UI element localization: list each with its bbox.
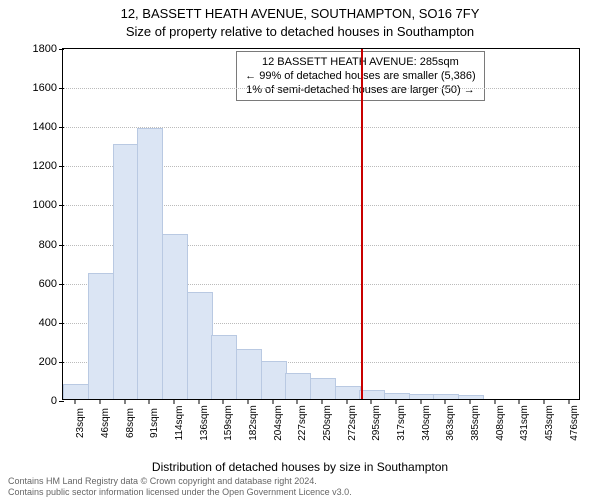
histogram-bar [458, 395, 484, 399]
histogram-bar [409, 394, 435, 399]
x-tick-mark [544, 399, 545, 404]
y-tick: 600 [39, 278, 63, 290]
x-tick-mark [198, 399, 199, 404]
y-tick: 800 [39, 239, 63, 251]
histogram-bar [187, 292, 213, 399]
property-marker-line [361, 49, 363, 399]
x-tick-mark [100, 399, 101, 404]
x-tick-mark [396, 399, 397, 404]
attribution-footer: Contains HM Land Registry data © Crown c… [8, 476, 352, 498]
histogram-bar [137, 128, 163, 399]
footer-line1: Contains HM Land Registry data © Crown c… [8, 476, 352, 487]
x-tick: 453sqm [544, 405, 555, 441]
x-tick: 182sqm [248, 405, 259, 441]
footer-line2: Contains public sector information licen… [8, 487, 352, 498]
x-tick: 46sqm [100, 408, 111, 438]
y-tick: 1000 [33, 199, 63, 211]
y-tick: 400 [39, 317, 63, 329]
x-tick-mark [346, 399, 347, 404]
x-tick: 385sqm [470, 405, 481, 441]
y-tick: 1800 [33, 43, 63, 55]
page-title-line1: 12, BASSETT HEATH AVENUE, SOUTHAMPTON, S… [0, 6, 600, 21]
x-tick-mark [322, 399, 323, 404]
y-tick: 1200 [33, 160, 63, 172]
histogram-bar [359, 390, 385, 399]
histogram-bar [261, 361, 287, 399]
x-tick-mark [470, 399, 471, 404]
x-tick-mark [568, 399, 569, 404]
x-tick: 317sqm [396, 405, 407, 441]
x-tick: 476sqm [569, 405, 580, 441]
x-tick: 68sqm [125, 408, 136, 438]
x-tick-mark [248, 399, 249, 404]
y-tick: 1400 [33, 121, 63, 133]
x-tick: 272sqm [347, 405, 358, 441]
x-tick-mark [272, 399, 273, 404]
x-tick-mark [519, 399, 520, 404]
x-tick: 23sqm [75, 408, 86, 438]
x-tick: 227sqm [297, 405, 308, 441]
y-tick: 0 [51, 395, 63, 407]
x-tick: 136sqm [199, 405, 210, 441]
x-tick: 91sqm [149, 408, 160, 438]
x-tick: 431sqm [519, 405, 530, 441]
x-tick-mark [371, 399, 372, 404]
chart-plot-area: 12 BASSETT HEATH AVENUE: 285sqm ← 99% of… [62, 48, 580, 400]
x-tick-mark [297, 399, 298, 404]
x-tick: 295sqm [371, 405, 382, 441]
y-tick: 1600 [33, 82, 63, 94]
histogram-bar [63, 384, 89, 399]
x-tick-mark [124, 399, 125, 404]
gridline-h [63, 88, 579, 89]
x-tick: 408sqm [495, 405, 506, 441]
x-axis-label: Distribution of detached houses by size … [0, 460, 600, 474]
x-tick: 363sqm [445, 405, 456, 441]
x-tick-mark [75, 399, 76, 404]
x-tick-mark [149, 399, 150, 404]
x-tick-mark [223, 399, 224, 404]
histogram-bar [335, 386, 361, 399]
x-tick: 114sqm [174, 406, 185, 441]
x-tick-mark [445, 399, 446, 404]
histogram-bar [113, 144, 139, 399]
x-tick-mark [174, 399, 175, 404]
histogram-bar [236, 349, 262, 399]
x-tick: 204sqm [273, 405, 284, 441]
page-title-line2: Size of property relative to detached ho… [0, 24, 600, 39]
histogram-bar [88, 273, 114, 399]
histogram-bar [162, 234, 188, 399]
histogram-bar [433, 394, 459, 399]
x-tick: 340sqm [421, 405, 432, 441]
x-tick-mark [420, 399, 421, 404]
histogram-bar [285, 373, 311, 399]
x-tick-mark [494, 399, 495, 404]
histogram-bar [384, 393, 410, 399]
x-tick: 159sqm [223, 405, 234, 441]
x-tick: 250sqm [322, 405, 333, 441]
histogram-bar [211, 335, 237, 399]
histogram-bar [310, 378, 336, 399]
y-tick: 200 [39, 356, 63, 368]
